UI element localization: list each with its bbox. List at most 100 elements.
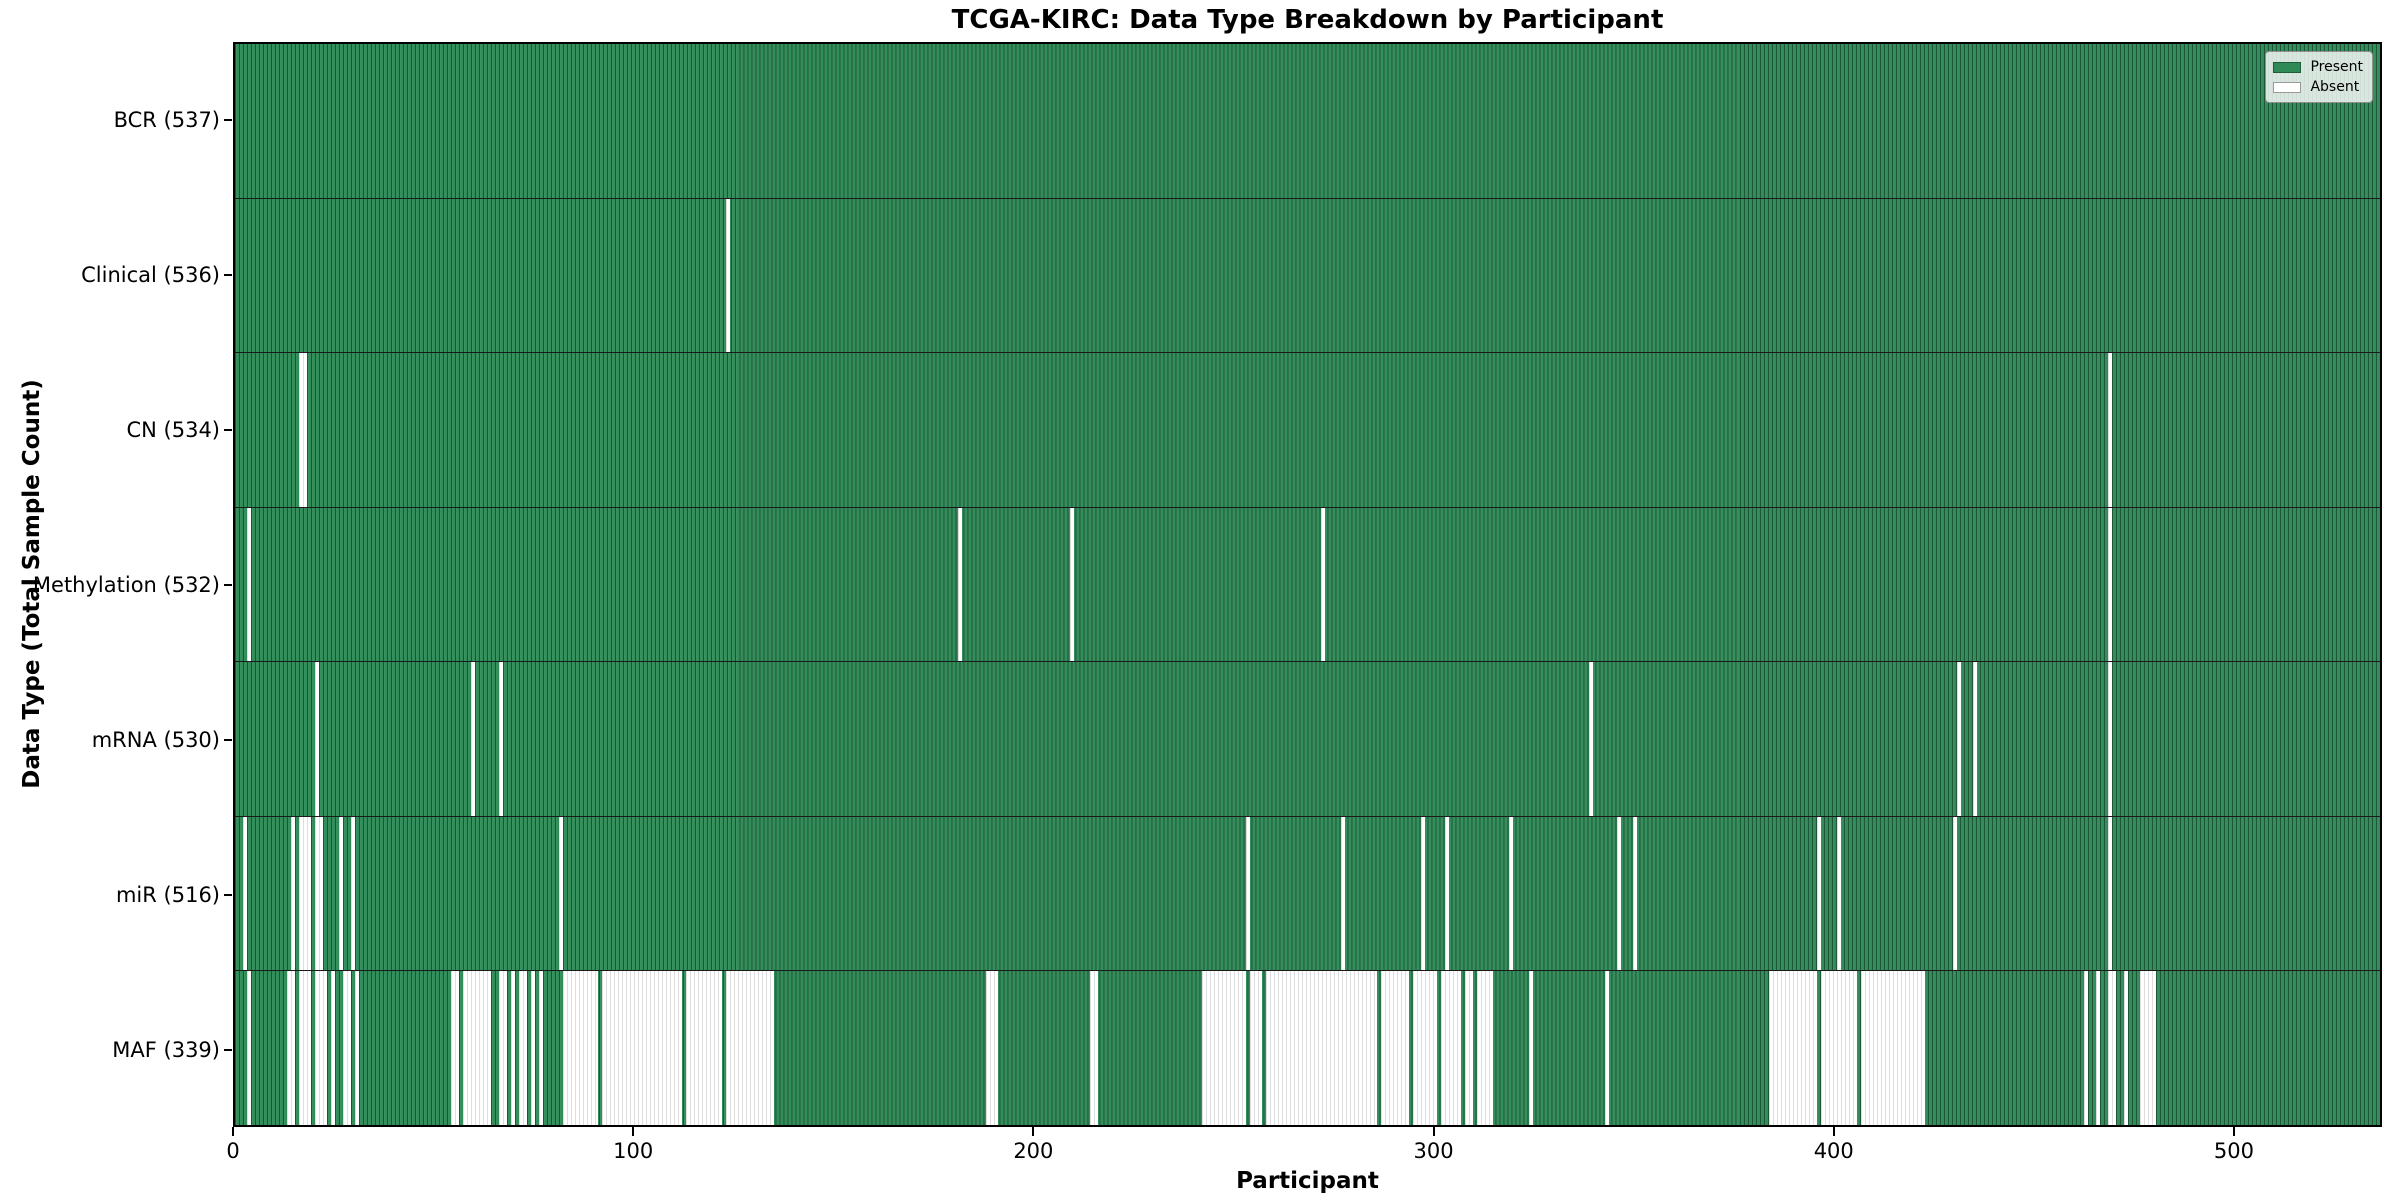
ytick-label-mRNA: mRNA (530) — [91, 727, 220, 752]
absent-stripe — [726, 198, 731, 353]
absent-stripe — [602, 971, 683, 1126]
absent-stripe — [1421, 816, 1426, 971]
absent-stripe — [1820, 971, 1857, 1126]
absent-stripe — [354, 971, 359, 1126]
absent-stripe — [1245, 816, 1250, 971]
absent-stripe — [1952, 816, 1957, 971]
row-Methylation — [235, 507, 2380, 663]
xtick-label-200: 200 — [1013, 1139, 1054, 1163]
ytick-label-CN: CN (534) — [126, 417, 220, 442]
x-axis-label: Participant — [1236, 1168, 1379, 1194]
absent-stripe — [538, 971, 543, 1126]
xtick-mark — [632, 1127, 635, 1136]
ytick-label-MAF: MAF (339) — [112, 1037, 220, 1062]
absent-stripe — [298, 816, 311, 971]
absent-stripe — [298, 971, 311, 1126]
absent-stripe — [2108, 507, 2113, 662]
chart-title: TCGA-KIRC: Data Type Breakdown by Partic… — [951, 5, 1664, 35]
absent-stripe — [314, 816, 323, 971]
ytick-label-BCR: BCR (537) — [113, 107, 220, 132]
absent-stripe — [1265, 971, 1378, 1126]
absent-stripe — [1201, 971, 1246, 1126]
absent-stripe — [1956, 662, 1961, 816]
plot-area: Present Absent — [233, 42, 2382, 1127]
absent-stripe — [530, 971, 535, 1126]
xtick-label-400: 400 — [1813, 1139, 1854, 1163]
legend-present-label: Present — [2310, 59, 2363, 75]
xtick-mark — [232, 1127, 234, 1136]
absent-stripe — [470, 662, 475, 816]
row-miR — [235, 816, 2380, 972]
ytick-label-miR: miR (516) — [115, 882, 220, 907]
absent-stripe — [1381, 971, 1410, 1126]
legend-item-present: Present — [2273, 57, 2363, 77]
ytick-mark — [224, 583, 232, 586]
row-mRNA — [235, 662, 2380, 817]
absent-stripe — [1341, 816, 1346, 971]
absent-stripe — [1445, 816, 1450, 971]
absent-stripe — [498, 662, 503, 816]
absent-stripe — [1413, 971, 1438, 1126]
absent-stripe — [290, 816, 295, 971]
absent-stripe — [2108, 971, 2117, 1126]
absent-stripe — [1816, 816, 1821, 971]
absent-stripe — [957, 507, 962, 662]
absent-stripe — [518, 971, 527, 1126]
xtick-label-0: 0 — [226, 1139, 240, 1163]
absent-stripe — [562, 971, 599, 1126]
absent-stripe — [286, 971, 295, 1126]
absent-stripe — [338, 816, 343, 971]
absent-stripe — [2140, 971, 2157, 1126]
legend-absent-label: Absent — [2310, 79, 2360, 95]
ytick-mark — [224, 738, 232, 741]
xtick-label-100: 100 — [613, 1139, 654, 1163]
absent-stripe — [726, 971, 775, 1126]
absent-stripe — [462, 971, 491, 1126]
absent-stripe — [342, 971, 351, 1126]
ytick-label-Methylation: Methylation (532) — [32, 572, 220, 597]
row-MAF — [235, 971, 2380, 1126]
absent-stripe — [1441, 971, 1462, 1126]
absent-stripe — [1465, 971, 1474, 1126]
ytick-mark — [224, 893, 232, 896]
absent-stripe — [246, 507, 251, 662]
absent-stripe — [2124, 971, 2129, 1126]
row-BCR — [235, 44, 2380, 199]
xtick-label-500: 500 — [2213, 1139, 2254, 1163]
absent-swatch-icon — [2273, 81, 2302, 93]
absent-stripe — [314, 971, 327, 1126]
legend-item-absent: Absent — [2273, 77, 2363, 97]
absent-stripe — [1605, 971, 1610, 1126]
absent-stripe — [330, 971, 335, 1126]
absent-stripe — [1069, 507, 1074, 662]
absent-stripe — [1860, 971, 1925, 1126]
absent-stripe — [1509, 816, 1514, 971]
ytick-mark — [224, 118, 232, 121]
absent-stripe — [1768, 971, 1817, 1126]
absent-stripe — [1633, 816, 1638, 971]
absent-stripe — [2108, 353, 2113, 507]
absent-stripe — [2108, 816, 2113, 971]
ytick-mark — [224, 273, 232, 276]
absent-stripe — [1972, 662, 1977, 816]
absent-stripe — [1321, 507, 1326, 662]
absent-stripe — [298, 353, 307, 507]
absent-stripe — [1249, 971, 1262, 1126]
absent-stripe — [2096, 971, 2101, 1126]
legend: Present Absent — [2265, 51, 2373, 103]
ytick-mark — [224, 428, 232, 431]
absent-stripe — [314, 662, 319, 816]
absent-stripe — [1529, 971, 1534, 1126]
absent-stripe — [450, 971, 459, 1126]
absent-stripe — [1089, 971, 1098, 1126]
absent-stripe — [246, 971, 251, 1126]
absent-stripe — [1477, 971, 1494, 1126]
absent-stripe — [985, 971, 998, 1126]
ytick-label-Clinical: Clinical (536) — [81, 262, 220, 287]
xtick-mark — [1432, 1127, 1435, 1136]
ytick-mark — [224, 1048, 232, 1051]
absent-stripe — [510, 971, 515, 1126]
row-Clinical — [235, 198, 2380, 354]
absent-stripe — [498, 971, 507, 1126]
absent-stripe — [2108, 662, 2113, 816]
